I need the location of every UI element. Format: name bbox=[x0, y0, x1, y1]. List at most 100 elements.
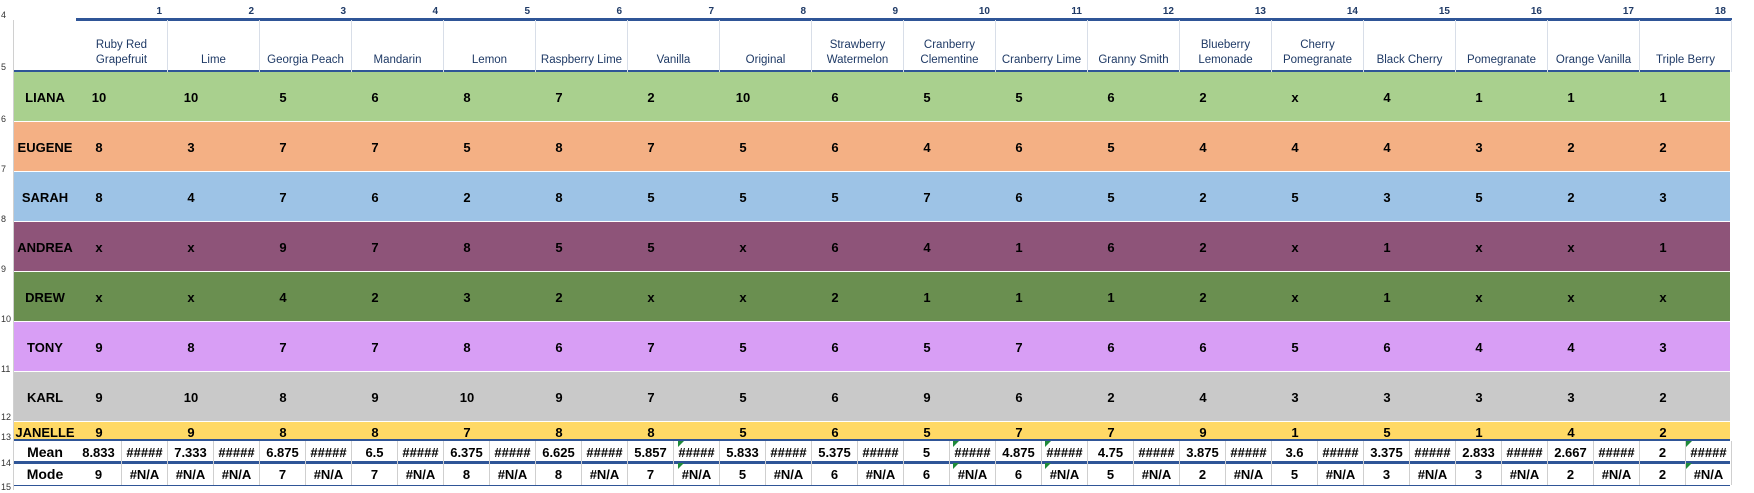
person-row[interactable] bbox=[14, 272, 1730, 322]
rating-cell[interactable]: 1 bbox=[1475, 424, 1483, 440]
rating-cell[interactable]: 2 bbox=[1659, 139, 1667, 155]
rating-cell[interactable]: 6 bbox=[1015, 389, 1023, 405]
rating-cell[interactable]: 2 bbox=[1199, 189, 1207, 205]
row-number[interactable]: 15 bbox=[1, 482, 12, 492]
row-number[interactable]: 10 bbox=[1, 314, 12, 324]
rating-cell[interactable]: 7 bbox=[1107, 424, 1115, 440]
person-row[interactable] bbox=[14, 72, 1730, 122]
rating-cell[interactable]: 7 bbox=[647, 389, 655, 405]
column-number[interactable]: 3 bbox=[340, 6, 346, 17]
rating-cell[interactable]: 7 bbox=[463, 424, 471, 440]
rating-cell[interactable]: 2 bbox=[1659, 389, 1667, 405]
rating-cell[interactable]: 5 bbox=[1107, 139, 1115, 155]
mode-cell[interactable]: #N/A bbox=[858, 463, 904, 485]
person-row[interactable] bbox=[14, 422, 1730, 442]
rating-cell[interactable]: 5 bbox=[739, 389, 747, 405]
mode-cell[interactable]: #N/A bbox=[1594, 463, 1640, 485]
rating-cell[interactable]: x bbox=[95, 289, 103, 305]
rating-cell[interactable]: 5 bbox=[739, 189, 747, 205]
rating-cell[interactable]: 5 bbox=[647, 239, 655, 255]
rating-cell[interactable]: 7 bbox=[1015, 339, 1023, 355]
mean-cell[interactable]: 2.667 bbox=[1548, 441, 1594, 463]
rating-cell[interactable]: 9 bbox=[95, 339, 103, 355]
rating-cell[interactable]: 5 bbox=[923, 424, 931, 440]
rating-cell[interactable]: x bbox=[1475, 289, 1483, 305]
rating-cell[interactable]: 8 bbox=[555, 139, 563, 155]
rating-cell[interactable]: 6 bbox=[1015, 189, 1023, 205]
mode-cell[interactable]: #N/A bbox=[306, 463, 352, 485]
rating-cell[interactable]: 9 bbox=[95, 424, 103, 440]
rating-cell[interactable]: 1 bbox=[1567, 89, 1575, 105]
mean-cell[interactable]: ##### bbox=[1226, 441, 1272, 463]
flavor-header[interactable]: Georgia Peach bbox=[260, 20, 352, 72]
person-row[interactable] bbox=[14, 322, 1730, 372]
mean-cell[interactable]: 5.833 bbox=[720, 441, 766, 463]
mode-cell[interactable]: 2 bbox=[1548, 463, 1594, 485]
rating-cell[interactable]: 3 bbox=[1659, 189, 1667, 205]
rating-cell[interactable]: 6 bbox=[1199, 339, 1207, 355]
person-name[interactable]: KARL bbox=[26, 389, 64, 405]
rating-cell[interactable]: 5 bbox=[923, 339, 931, 355]
rating-cell[interactable]: 4 bbox=[1567, 424, 1575, 440]
mean-cell[interactable]: 3.875 bbox=[1180, 441, 1226, 463]
row-number[interactable]: 7 bbox=[1, 164, 7, 174]
rating-cell[interactable]: 5 bbox=[1383, 424, 1391, 440]
mode-cell[interactable]: #N/A bbox=[490, 463, 536, 485]
rating-cell[interactable]: 8 bbox=[279, 389, 287, 405]
rating-cell[interactable]: 9 bbox=[279, 239, 287, 255]
rating-cell[interactable]: 5 bbox=[555, 239, 563, 255]
flavor-header[interactable]: Blueberry Lemonade bbox=[1180, 20, 1272, 72]
mean-cell[interactable]: ##### bbox=[122, 441, 168, 463]
column-number[interactable]: 10 bbox=[978, 6, 990, 17]
mean-cell[interactable]: 5.375 bbox=[812, 441, 858, 463]
flavor-header[interactable]: Lemon bbox=[444, 20, 536, 72]
mode-cell[interactable]: #N/A bbox=[1410, 463, 1456, 485]
rating-cell[interactable]: 2 bbox=[1199, 289, 1207, 305]
person-name[interactable]: DREW bbox=[25, 289, 65, 305]
column-number[interactable]: 1 bbox=[156, 6, 162, 17]
column-number[interactable]: 12 bbox=[1162, 6, 1174, 17]
rating-cell[interactable]: 8 bbox=[555, 424, 563, 440]
mode-cell[interactable]: #N/A bbox=[950, 463, 996, 485]
rating-cell[interactable]: x bbox=[1567, 289, 1575, 305]
column-number[interactable]: 9 bbox=[892, 6, 898, 17]
flavor-header[interactable]: Black Cherry bbox=[1364, 20, 1456, 72]
rating-cell[interactable]: 3 bbox=[1291, 389, 1299, 405]
rating-cell[interactable]: 7 bbox=[279, 139, 287, 155]
rating-cell[interactable]: 5 bbox=[1015, 89, 1023, 105]
rating-cell[interactable]: x bbox=[1475, 239, 1483, 255]
rating-cell[interactable]: 6 bbox=[1107, 239, 1115, 255]
mean-cell[interactable]: ##### bbox=[1042, 441, 1088, 463]
mode-cell[interactable]: #N/A bbox=[1042, 463, 1088, 485]
rating-cell[interactable]: 1 bbox=[1015, 289, 1023, 305]
column-number[interactable]: 15 bbox=[1438, 6, 1450, 17]
row-number[interactable]: 13 bbox=[1, 432, 12, 442]
person-name[interactable]: EUGENE bbox=[17, 139, 73, 155]
flavor-header[interactable]: Triple Berry bbox=[1640, 20, 1732, 72]
rating-cell[interactable]: 8 bbox=[463, 339, 471, 355]
rating-cell[interactable]: 8 bbox=[555, 189, 563, 205]
rating-cell[interactable]: 3 bbox=[187, 139, 195, 155]
rating-cell[interactable]: 2 bbox=[371, 289, 379, 305]
mode-cell[interactable]: 9 bbox=[76, 463, 122, 485]
flavor-header[interactable]: Orange Vanilla bbox=[1548, 20, 1640, 72]
rating-cell[interactable]: 9 bbox=[555, 389, 563, 405]
mean-cell[interactable]: 3.6 bbox=[1272, 441, 1318, 463]
rating-cell[interactable]: 9 bbox=[1199, 424, 1207, 440]
column-number[interactable]: 5 bbox=[524, 6, 530, 17]
rating-cell[interactable]: 10 bbox=[91, 89, 107, 105]
rating-cell[interactable]: 1 bbox=[1107, 289, 1115, 305]
row-number[interactable]: 8 bbox=[1, 214, 7, 224]
rating-cell[interactable]: 6 bbox=[1107, 339, 1115, 355]
rating-cell[interactable]: 6 bbox=[371, 89, 379, 105]
mode-cell[interactable]: #N/A bbox=[1134, 463, 1180, 485]
mean-cell[interactable]: ##### bbox=[858, 441, 904, 463]
mean-cell[interactable]: 2 bbox=[1640, 441, 1686, 463]
mode-cell[interactable]: 7 bbox=[260, 463, 306, 485]
rating-cell[interactable]: 4 bbox=[1291, 139, 1299, 155]
mean-cell[interactable]: 2.833 bbox=[1456, 441, 1502, 463]
rating-cell[interactable]: 4 bbox=[1383, 139, 1391, 155]
mode-cell[interactable]: 3 bbox=[1364, 463, 1410, 485]
rating-cell[interactable]: 3 bbox=[1659, 339, 1667, 355]
